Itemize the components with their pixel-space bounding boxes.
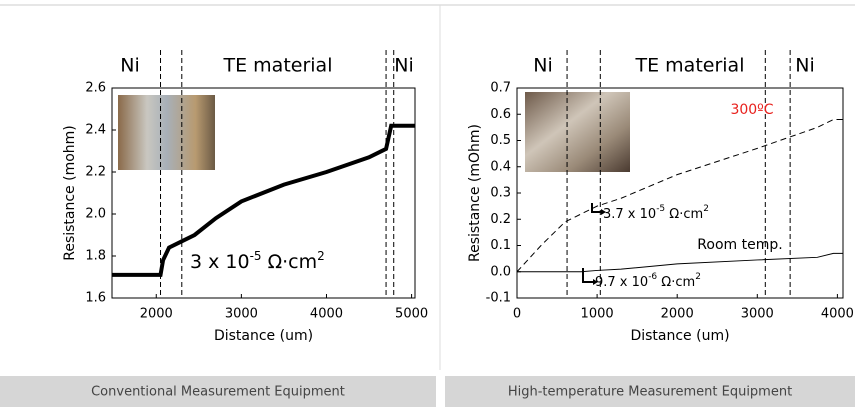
x-tick-label: 4000 [310,307,343,322]
y-tick-label: 2.6 [85,81,106,96]
y-tick-label: 0.6 [490,107,511,122]
annotation-text: 3.7 x 10 [603,207,656,222]
x-tick-label: 2000 [661,307,694,322]
superscript: 2 [695,272,701,282]
annotation-text: 3 x 10 [190,251,250,273]
region-label: TE material [635,55,745,77]
x-tick-label: 0 [513,307,521,322]
annotation-text: Ω·cm [262,251,318,273]
y-tick-label: -0.1 [486,291,511,306]
y-tick-label: 0.7 [490,81,511,96]
annotation: 3.7 x 10-5 Ω·cm2 [603,204,709,222]
caption: High-temperature Measurement Equipment [508,385,792,400]
y-tick-label: 0.5 [490,133,511,148]
superscript: 2 [703,204,709,214]
arrow [583,268,593,282]
series-line [517,253,843,271]
region-label: Ni [795,55,815,77]
y-tick-label: 0.0 [490,264,511,279]
x-tick-label: 2000 [140,307,173,322]
superscript: -5 [250,249,262,263]
y-tick-label: 0.2 [490,212,511,227]
y-tick-label: 2.2 [85,165,106,180]
annotation-text: 9.7 x 10 [595,275,648,290]
y-tick-label: 1.6 [85,291,106,306]
y-axis-label: Resistance (mohm) [62,125,78,261]
photo-inset [118,95,215,170]
superscript: -5 [656,204,665,214]
x-tick-label: 4000 [821,307,854,322]
page: Conventional Measurement Equipment High-… [0,0,855,407]
y-tick-label: 2.4 [85,123,106,138]
annotation: 3 x 10-5 Ω·cm2 [190,249,325,273]
region-label: Ni [120,55,140,77]
y-tick-label: 0.3 [490,186,511,201]
y-tick-label: 2.0 [85,207,106,222]
y-tick-label: 1.8 [85,249,106,264]
y-tick-label: 0.1 [490,238,511,253]
x-tick-label: 3000 [741,307,774,322]
x-axis-label: Distance (um) [214,328,313,344]
x-tick-label: 1000 [581,307,614,322]
caption: Conventional Measurement Equipment [91,385,345,400]
x-axis-label: Distance (um) [630,328,729,344]
region-label: Ni [533,55,553,77]
x-tick-label: 5000 [395,307,428,322]
region-label: Ni [394,55,414,77]
annotation: 9.7 x 10-6 Ω·cm2 [595,272,701,290]
annotation-text: Ω·cm [665,207,703,222]
photo-inset [525,92,630,172]
x-tick-label: 3000 [225,307,258,322]
superscript: 2 [317,249,325,263]
series-label: 300ºC [730,102,773,118]
series-label: Room temp. [697,237,782,253]
superscript: -6 [648,272,657,282]
y-tick-label: 0.4 [490,159,511,174]
region-label: TE material [223,55,333,77]
y-axis-label: Resistance (mOhm) [467,124,483,262]
annotation-text: Ω·cm [657,275,695,290]
